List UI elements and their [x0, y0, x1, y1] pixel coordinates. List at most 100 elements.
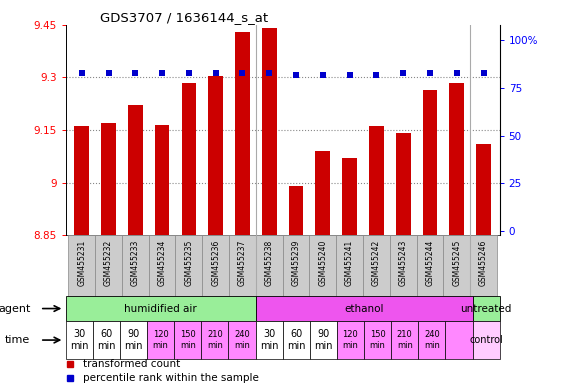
Bar: [208, 76, 223, 235]
Bar: [445, 321, 473, 359]
Bar: [175, 235, 202, 296]
Text: GSM455236: GSM455236: [211, 240, 220, 286]
Point: [77, 70, 86, 76]
Point: [131, 70, 140, 76]
Bar: [255, 321, 283, 359]
Point: [238, 70, 247, 76]
Bar: [66, 321, 93, 359]
Text: 60
min: 60 min: [287, 329, 305, 351]
Bar: [423, 90, 437, 235]
Bar: [342, 158, 357, 235]
Bar: [473, 321, 500, 359]
Bar: [289, 186, 303, 235]
Bar: [174, 321, 202, 359]
Bar: [95, 235, 122, 296]
Bar: [101, 123, 116, 235]
Text: 210
min: 210 min: [207, 330, 223, 350]
Point: [318, 71, 327, 78]
Bar: [391, 321, 418, 359]
Bar: [122, 235, 148, 296]
Text: GSM455235: GSM455235: [184, 240, 194, 286]
Bar: [369, 126, 384, 235]
Text: 240
min: 240 min: [234, 330, 250, 350]
Text: control: control: [469, 335, 503, 345]
Bar: [201, 321, 228, 359]
Bar: [229, 235, 256, 296]
Text: untreated: untreated: [460, 304, 512, 314]
Bar: [148, 235, 175, 296]
Bar: [449, 83, 464, 235]
Bar: [418, 321, 445, 359]
Text: GSM455231: GSM455231: [77, 240, 86, 286]
Bar: [476, 144, 491, 235]
Bar: [309, 321, 337, 359]
Point: [104, 70, 113, 76]
Bar: [256, 235, 283, 296]
Point: [479, 70, 488, 76]
Text: 120
min: 120 min: [152, 330, 168, 350]
Bar: [182, 83, 196, 235]
Text: 150
min: 150 min: [180, 330, 196, 350]
Point: [425, 70, 435, 76]
Bar: [262, 28, 276, 235]
Bar: [235, 32, 250, 235]
Text: GSM455241: GSM455241: [345, 240, 354, 286]
Text: 210
min: 210 min: [397, 330, 413, 350]
Text: GSM455243: GSM455243: [399, 240, 408, 286]
Text: GSM455238: GSM455238: [265, 240, 274, 286]
Text: humidified air: humidified air: [124, 304, 197, 314]
Text: 120
min: 120 min: [343, 330, 359, 350]
Text: 240
min: 240 min: [424, 330, 440, 350]
Text: GSM455240: GSM455240: [318, 240, 327, 286]
Text: 90
min: 90 min: [124, 329, 143, 351]
Bar: [443, 235, 470, 296]
Point: [158, 70, 167, 76]
Bar: [390, 235, 417, 296]
Bar: [74, 126, 89, 235]
Bar: [336, 235, 363, 296]
Bar: [364, 321, 391, 359]
Bar: [202, 235, 229, 296]
Text: time: time: [5, 335, 30, 345]
Bar: [69, 235, 95, 296]
Point: [184, 70, 194, 76]
Bar: [120, 321, 147, 359]
Bar: [283, 321, 309, 359]
Point: [265, 70, 274, 76]
Bar: [417, 235, 443, 296]
Point: [211, 70, 220, 76]
Point: [291, 71, 300, 78]
Text: GSM455232: GSM455232: [104, 240, 113, 286]
Bar: [363, 235, 390, 296]
Text: 30
min: 30 min: [70, 329, 89, 351]
Text: 150
min: 150 min: [369, 330, 385, 350]
Text: transformed count: transformed count: [83, 359, 180, 369]
Point: [399, 70, 408, 76]
Bar: [128, 106, 143, 235]
Text: GSM455246: GSM455246: [479, 240, 488, 286]
Point: [372, 71, 381, 78]
Text: GSM455237: GSM455237: [238, 240, 247, 286]
Text: GSM455245: GSM455245: [452, 240, 461, 286]
Text: agent: agent: [0, 304, 30, 314]
Bar: [473, 296, 500, 321]
Text: GSM455242: GSM455242: [372, 240, 381, 286]
Text: GSM455244: GSM455244: [425, 240, 435, 286]
Point: [345, 71, 354, 78]
Text: GSM455239: GSM455239: [292, 240, 300, 286]
Bar: [396, 134, 411, 235]
Bar: [309, 235, 336, 296]
Text: GDS3707 / 1636144_s_at: GDS3707 / 1636144_s_at: [100, 11, 268, 24]
Bar: [337, 321, 364, 359]
Text: 60
min: 60 min: [97, 329, 115, 351]
Text: GSM455234: GSM455234: [158, 240, 167, 286]
Bar: [283, 235, 309, 296]
Text: percentile rank within the sample: percentile rank within the sample: [83, 373, 259, 383]
Bar: [155, 125, 170, 235]
Bar: [315, 151, 330, 235]
Point: [452, 70, 461, 76]
Text: GSM455233: GSM455233: [131, 240, 140, 286]
Text: ethanol: ethanol: [344, 304, 384, 314]
Bar: [255, 296, 472, 321]
Bar: [228, 321, 255, 359]
